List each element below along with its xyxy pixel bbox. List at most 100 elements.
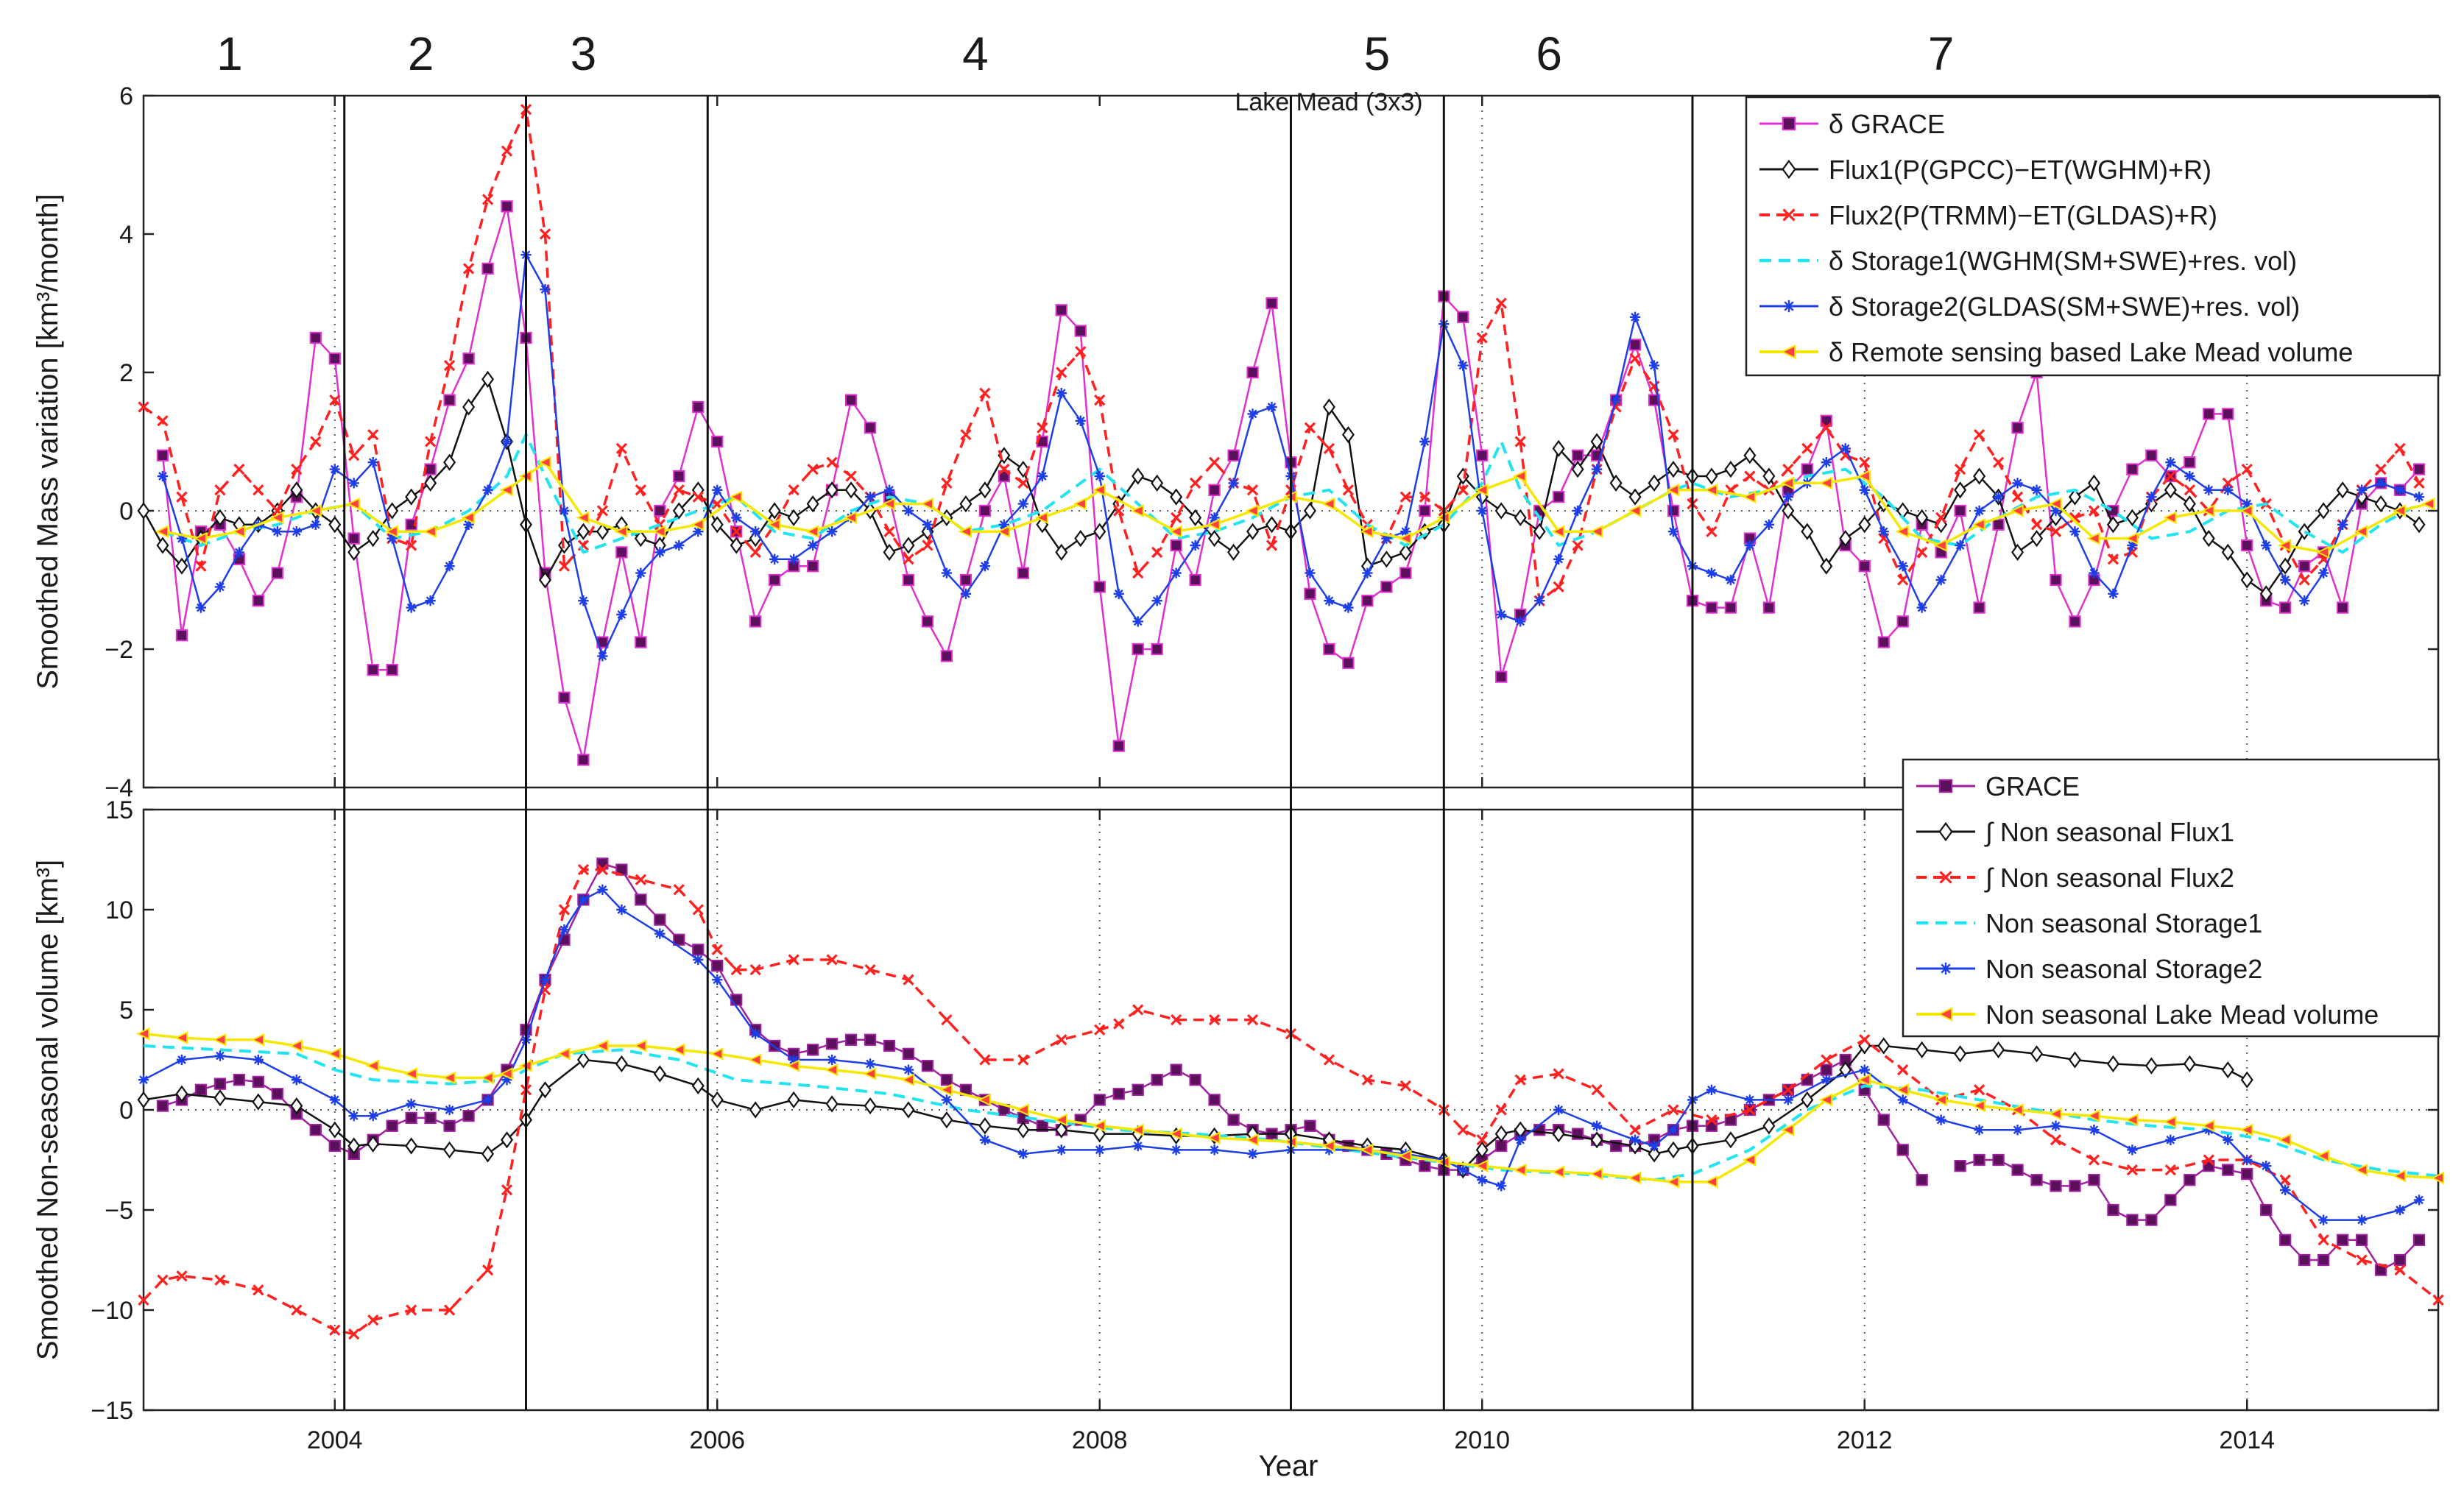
data-point [1342, 484, 1355, 496]
data-point [213, 1077, 227, 1090]
data-point [635, 567, 646, 578]
series-line [143, 888, 2420, 1221]
data-point [576, 1051, 590, 1069]
data-point [2088, 1174, 2100, 1186]
data-point [405, 1137, 418, 1155]
data-point [2354, 1163, 2368, 1177]
data-point [1208, 1013, 1221, 1026]
data-point [386, 533, 398, 544]
data-point [1514, 509, 1527, 527]
data-point [1189, 1074, 1201, 1086]
data-point [271, 1088, 283, 1100]
data-point [940, 650, 953, 662]
data-point [1628, 339, 1642, 351]
y-tick-label: −5 [105, 1197, 133, 1225]
data-point [501, 1184, 513, 1196]
data-point [940, 1111, 953, 1129]
data-point [1419, 436, 1430, 447]
data-point [2394, 484, 2406, 495]
legend-entry: ∫ Non seasonal Flux1 [1984, 817, 2234, 847]
data-point [2298, 560, 2311, 573]
data-point [2337, 519, 2348, 530]
data-point [2165, 457, 2176, 468]
data-point [883, 543, 896, 562]
data-point [1457, 484, 1469, 496]
data-point [903, 974, 914, 985]
data-point [2145, 1214, 2158, 1226]
data-point [1704, 1175, 1718, 1189]
data-point [1073, 497, 1087, 511]
data-point [1400, 526, 1411, 537]
data-point [290, 481, 303, 499]
data-point [1055, 543, 1068, 562]
data-point [826, 954, 838, 966]
data-point [1877, 1114, 1890, 1126]
data-point [788, 484, 799, 496]
data-point [1132, 1004, 1144, 1016]
data-point [480, 1071, 494, 1085]
data-point [634, 529, 647, 548]
data-point [367, 664, 379, 676]
data-point [2412, 516, 2426, 534]
data-point [1971, 1099, 1985, 1113]
x-tick-label: 2014 [2219, 1426, 2275, 1454]
data-point [1648, 360, 1660, 371]
data-point [1168, 1127, 1182, 1141]
data-point [329, 1094, 340, 1105]
data-point [711, 944, 723, 956]
data-point [1780, 1123, 1794, 1136]
data-point [2144, 1057, 2158, 1075]
data-point [1245, 1133, 1259, 1147]
data-point [1551, 1165, 1565, 1179]
legend-marker [1782, 116, 1796, 131]
data-point [1399, 567, 1412, 579]
data-point [1228, 478, 1239, 489]
data-point [424, 1111, 437, 1125]
data-point [1591, 1084, 1603, 1096]
data-point [1553, 581, 1564, 593]
data-point [1801, 463, 1813, 475]
data-point [921, 615, 934, 628]
data-point [2108, 588, 2119, 599]
data-point [691, 1077, 705, 1094]
data-point [2127, 1144, 2138, 1156]
data-point [2011, 422, 2024, 434]
data-point [137, 1091, 150, 1109]
data-point [233, 547, 245, 558]
data-point [174, 1031, 188, 1044]
data-point [1496, 1181, 1507, 1192]
y-tick-label: 0 [119, 498, 133, 525]
data-point [1589, 525, 1603, 538]
legend-entry: Flux2(P(TRMM)−ET(GLDAS)+R) [1829, 200, 2217, 230]
data-point [424, 436, 437, 447]
data-point [1974, 1125, 1985, 1136]
data-point [1036, 1119, 1048, 1132]
data-point [2125, 1113, 2139, 1127]
data-point [1858, 516, 1871, 534]
data-point [750, 526, 761, 537]
data-point [1973, 467, 1986, 485]
data-point [1933, 1093, 1947, 1107]
data-point [864, 1033, 877, 1046]
data-point [175, 557, 188, 575]
data-point [941, 1013, 953, 1026]
data-point [1551, 525, 1565, 538]
data-point [290, 1097, 303, 1115]
data-point [1744, 539, 1756, 551]
data-point [1056, 1144, 1067, 1156]
data-point [501, 145, 513, 157]
data-point [156, 1100, 169, 1112]
data-point [1495, 1104, 1507, 1116]
data-point [978, 481, 992, 499]
data-point [1322, 398, 1335, 416]
legend-entry: GRACE [1985, 771, 2080, 801]
data-point [328, 1139, 341, 1153]
data-point [329, 394, 341, 406]
data-point [291, 1075, 302, 1086]
data-point [1648, 1140, 1660, 1152]
data-point [1151, 1074, 1163, 1086]
data-point [403, 1067, 417, 1080]
data-point [269, 511, 283, 525]
data-point [1744, 1104, 1756, 1116]
data-point [176, 1054, 188, 1066]
